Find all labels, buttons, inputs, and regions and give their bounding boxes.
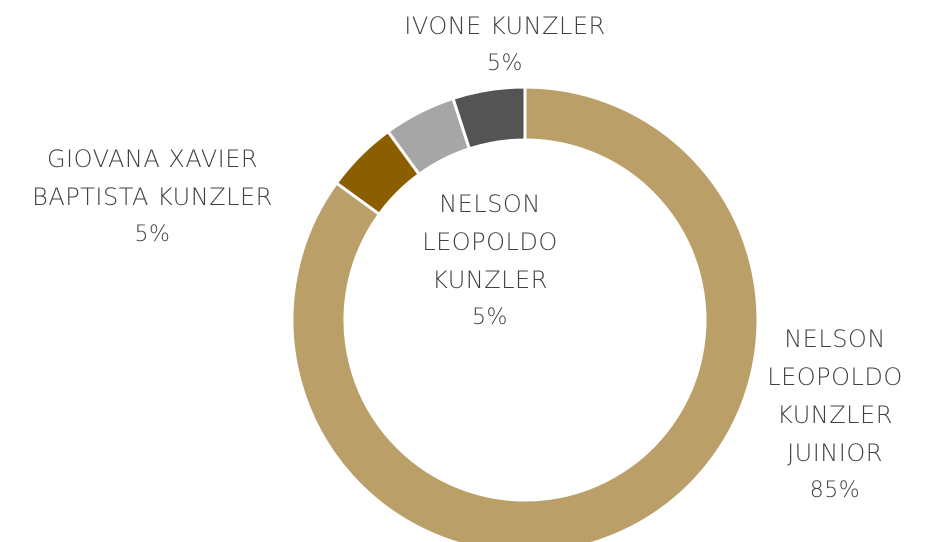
donut-slice	[290, 85, 760, 542]
slice-label: IVONE KUNZLER 5%	[355, 7, 655, 83]
slice-label: NELSON LEOPOLDO KUNZLER 5%	[410, 185, 570, 337]
value-label: 5%	[134, 222, 171, 247]
category-label: IVONE KUNZLER	[404, 12, 606, 40]
slice-label: NELSON LEOPOLDO KUNZLER JUINIOR 85%	[745, 320, 925, 510]
category-label: GIOVANA XAVIER BAPTISTA KUNZLER	[32, 145, 273, 211]
category-label: NELSON LEOPOLDO KUNZLER JUINIOR	[767, 325, 903, 467]
value-label: 5%	[487, 51, 523, 76]
value-label: 85%	[809, 478, 861, 503]
value-label: 5%	[472, 305, 508, 330]
slice-label: GIOVANA XAVIER BAPTISTA KUNZLER 5%	[10, 140, 295, 254]
category-label: NELSON LEOPOLDO KUNZLER	[422, 190, 558, 294]
donut-slice	[451, 85, 527, 151]
